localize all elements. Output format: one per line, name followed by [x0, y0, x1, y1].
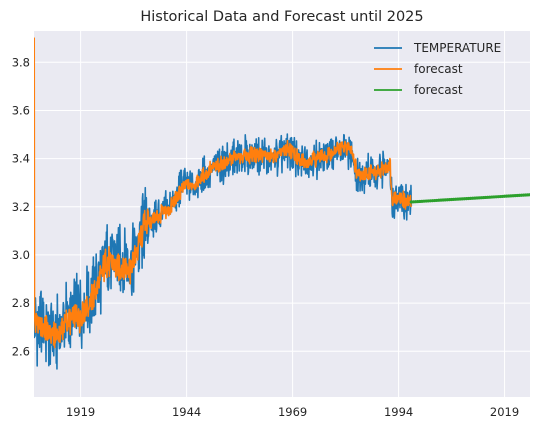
x-tick-label: 1969 — [278, 405, 307, 419]
y-tick-label: 3.6 — [12, 103, 30, 117]
x-tick-label: 2019 — [490, 405, 519, 419]
legend-label: forecast — [414, 62, 463, 76]
y-tick-label: 3.0 — [12, 248, 30, 262]
y-tick-label: 3.8 — [12, 55, 30, 69]
forecast-point — [528, 193, 531, 196]
y-tick-label: 3.4 — [12, 152, 30, 166]
y-tick-label: 3.2 — [12, 200, 30, 214]
legend-label: forecast — [414, 83, 463, 97]
x-tick-label: 1919 — [66, 405, 95, 419]
x-tick-label: 1994 — [384, 405, 413, 419]
x-tick-label: 1944 — [172, 405, 201, 419]
y-tick-label: 2.6 — [12, 344, 30, 358]
y-tick-label: 2.8 — [12, 296, 30, 310]
legend-label: TEMPERATURE — [413, 41, 501, 55]
chart-title: Historical Data and Forecast until 2025 — [140, 9, 423, 25]
